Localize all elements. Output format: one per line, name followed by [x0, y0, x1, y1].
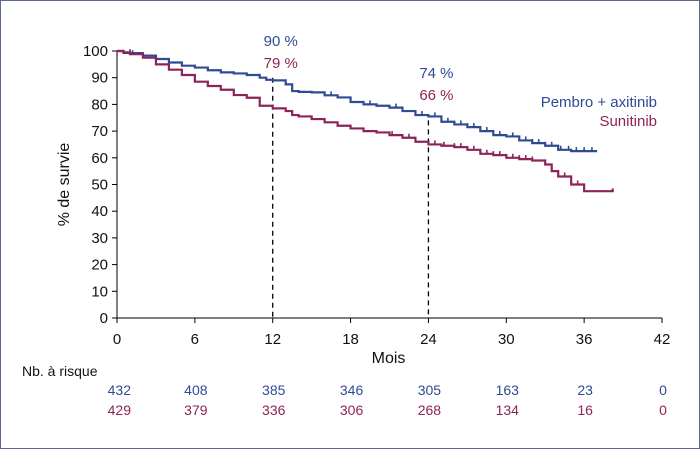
km-curve — [117, 49, 614, 193]
risk-value: 306 — [340, 402, 364, 418]
risk-value: 0 — [659, 382, 667, 398]
legend-label: Sunitinib — [599, 113, 657, 130]
axes: 0 10 20 30 40 50 60 70 80 90 100 0 6 12 18 24 30 36 42 Mois… — [56, 43, 670, 367]
x-tick-label: 30 — [498, 331, 515, 348]
risk-value: 16 — [577, 402, 593, 418]
survival-annotation: 90 % — [264, 33, 298, 50]
x-tick-label: 0 — [113, 331, 121, 348]
risk-table-title: Nb. à risque — [22, 363, 98, 379]
x-tick-label: 36 — [576, 331, 593, 348]
y-tick-label: 100 — [83, 43, 108, 60]
y-tick-label: 80 — [91, 96, 108, 113]
y-tick-label: 40 — [91, 203, 108, 220]
y-tick-label: 10 — [91, 283, 108, 300]
risk-value: 385 — [262, 382, 286, 398]
x-axis-title: Mois — [372, 350, 406, 367]
x-tick-label: 24 — [420, 331, 437, 348]
x-tick-label: 18 — [342, 331, 359, 348]
y-tick-label: 0 — [100, 310, 108, 327]
risk-value: 23 — [577, 382, 593, 398]
risk-table: Nb. à risque 432 408 385 346 305 163 23 0 429 379 3… — [22, 363, 667, 418]
risk-value: 346 — [340, 382, 364, 398]
risk-value: 305 — [418, 382, 442, 398]
y-tick-label: 30 — [91, 230, 108, 247]
labels: 90 % 79 % 74 % 66 % Pembro + axitinib Sunitin… — [264, 33, 657, 130]
survival-annotation: 79 % — [264, 55, 298, 72]
curves — [117, 49, 614, 193]
survival-annotation: 66 % — [419, 87, 453, 104]
risk-value: 379 — [184, 402, 208, 418]
risk-value: 268 — [418, 402, 442, 418]
risk-value: 163 — [496, 382, 520, 398]
risk-value: 432 — [108, 382, 132, 398]
risk-value: 134 — [496, 402, 520, 418]
reference-lines — [272, 77, 430, 318]
y-tick-label: 70 — [91, 123, 108, 140]
y-axis-title: % de survie — [56, 143, 73, 227]
risk-value: 336 — [262, 402, 286, 418]
y-tick-label: 90 — [91, 70, 108, 87]
legend-label: Pembro + axitinib — [541, 94, 657, 111]
y-tick-label: 20 — [91, 257, 108, 274]
y-tick-label: 60 — [91, 150, 108, 167]
risk-value: 0 — [659, 402, 667, 418]
risk-value: 429 — [108, 402, 132, 418]
x-tick-label: 42 — [654, 331, 671, 348]
y-tick-label: 50 — [91, 177, 108, 194]
survival-annotation: 74 % — [419, 65, 453, 82]
x-tick-label: 6 — [191, 331, 199, 348]
x-tick-label: 12 — [264, 331, 281, 348]
km-curve — [117, 49, 598, 153]
risk-value: 408 — [184, 382, 208, 398]
